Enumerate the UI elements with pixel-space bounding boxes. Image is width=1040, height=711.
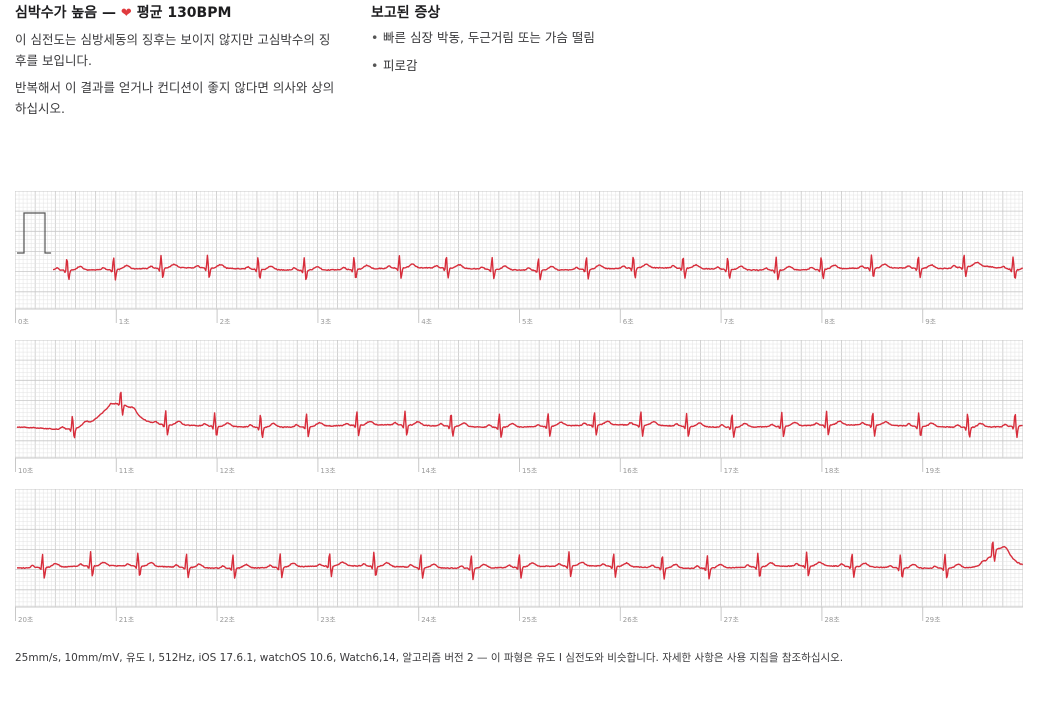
symptom-item: • 피로감 [371, 58, 418, 73]
symptoms-list: • 빠른 심장 박동, 두근거림 또는 가슴 떨림 • 피로감 [371, 29, 731, 75]
ecg-strip-3-chart: 20초 21초 22초 23초 24초 25초 26초 27초 28초 29초 [15, 489, 1023, 624]
time-tick-label: 28초 [824, 616, 840, 624]
time-tick-label: 8초 [824, 318, 835, 326]
time-tick-label: 4초 [421, 318, 432, 326]
time-tick-label: 17초 [724, 467, 740, 475]
symptoms-heading: 보고된 증상 [371, 5, 441, 21]
ecg-footer: 25mm/s, 10mm/mV, 유도 I, 512Hz, iOS 17.6.1… [15, 652, 844, 664]
calibration-pulse [17, 212, 51, 254]
symptom-item: • 빠른 심장 박동, 두근거림 또는 가슴 떨림 [371, 30, 595, 45]
time-tick-label: 19초 [925, 467, 941, 475]
time-tick-label: 15초 [522, 467, 538, 475]
time-tick-label: 10초 [18, 467, 34, 475]
ecg-strip-1-chart: 0초 1초 2초 3초 4초 5초 6초 7초 8초 9초 [15, 191, 1023, 326]
ecg-grid [15, 489, 1023, 607]
time-tick-label: 27초 [724, 616, 740, 624]
time-tick-label: 26초 [623, 616, 639, 624]
time-tick-label: 14초 [421, 467, 437, 475]
time-tick-label: 3초 [320, 318, 331, 326]
time-tick-label: 20초 [18, 616, 34, 624]
time-tick-label: 7초 [724, 318, 735, 326]
ecg-strip-2-chart: 10초 11초 12초 13초 14초 15초 16초 17초 18초 19초 [15, 340, 1023, 475]
reported-symptoms: 보고된 증상 • 빠른 심장 박동, 두근거림 또는 가슴 떨림 • 피로감 [371, 4, 731, 85]
ecg-trace [52, 254, 1023, 281]
time-tick-label: 0초 [18, 318, 29, 326]
time-tick-label: 25초 [522, 616, 538, 624]
ecg-strip-3: 20초 21초 22초 23초 24초 25초 26초 27초 28초 29초 [15, 489, 1023, 625]
heart-icon: ❤ [120, 6, 132, 21]
time-tick-label: 22초 [220, 616, 236, 624]
average-bpm-label: 평균 130BPM [136, 5, 232, 21]
ecg-trace [16, 391, 1023, 439]
time-tick-label: 5초 [522, 318, 533, 326]
time-tick-label: 18초 [824, 467, 840, 475]
classification-label: 심박수가 높음 — [15, 5, 117, 21]
result-title: 심박수가 높음 — ❤ 평균 130BPM [15, 4, 335, 23]
time-tick-label: 13초 [320, 467, 336, 475]
ecg-summary: 심박수가 높음 — ❤ 평균 130BPM 이 심전도는 심방세동의 징후는 보… [15, 4, 335, 119]
ecg-grid [15, 191, 1023, 309]
result-description: 이 심전도는 심방세동의 징후는 보이지 않지만 고심박수의 징후를 보입니다. [15, 32, 331, 68]
time-tick-label: 1초 [119, 318, 130, 326]
time-tick-label: 24초 [421, 616, 437, 624]
time-tick-label: 9초 [925, 318, 936, 326]
result-advice: 반복해서 이 결과를 얻거나 컨디션이 좋지 않다면 의사와 상의하십시오. [15, 80, 335, 116]
time-tick-label: 6초 [623, 318, 634, 326]
ecg-strip-1: 0초 1초 2초 3초 4초 5초 6초 7초 8초 9초 [15, 191, 1023, 327]
time-tick-label: 11초 [119, 467, 135, 475]
time-tick-label: 23초 [320, 616, 336, 624]
bullet-icon: • [371, 58, 379, 73]
time-tick-label: 29초 [925, 616, 941, 624]
time-tick-label: 2초 [220, 318, 231, 326]
ecg-strip-2: 10초 11초 12초 13초 14초 15초 16초 17초 18초 19초 [15, 340, 1023, 476]
time-tick-label: 12초 [220, 467, 236, 475]
time-tick-label: 21초 [119, 616, 135, 624]
bullet-icon: • [371, 30, 379, 45]
ecg-trace [16, 541, 1023, 581]
time-tick-label: 16초 [623, 467, 639, 475]
